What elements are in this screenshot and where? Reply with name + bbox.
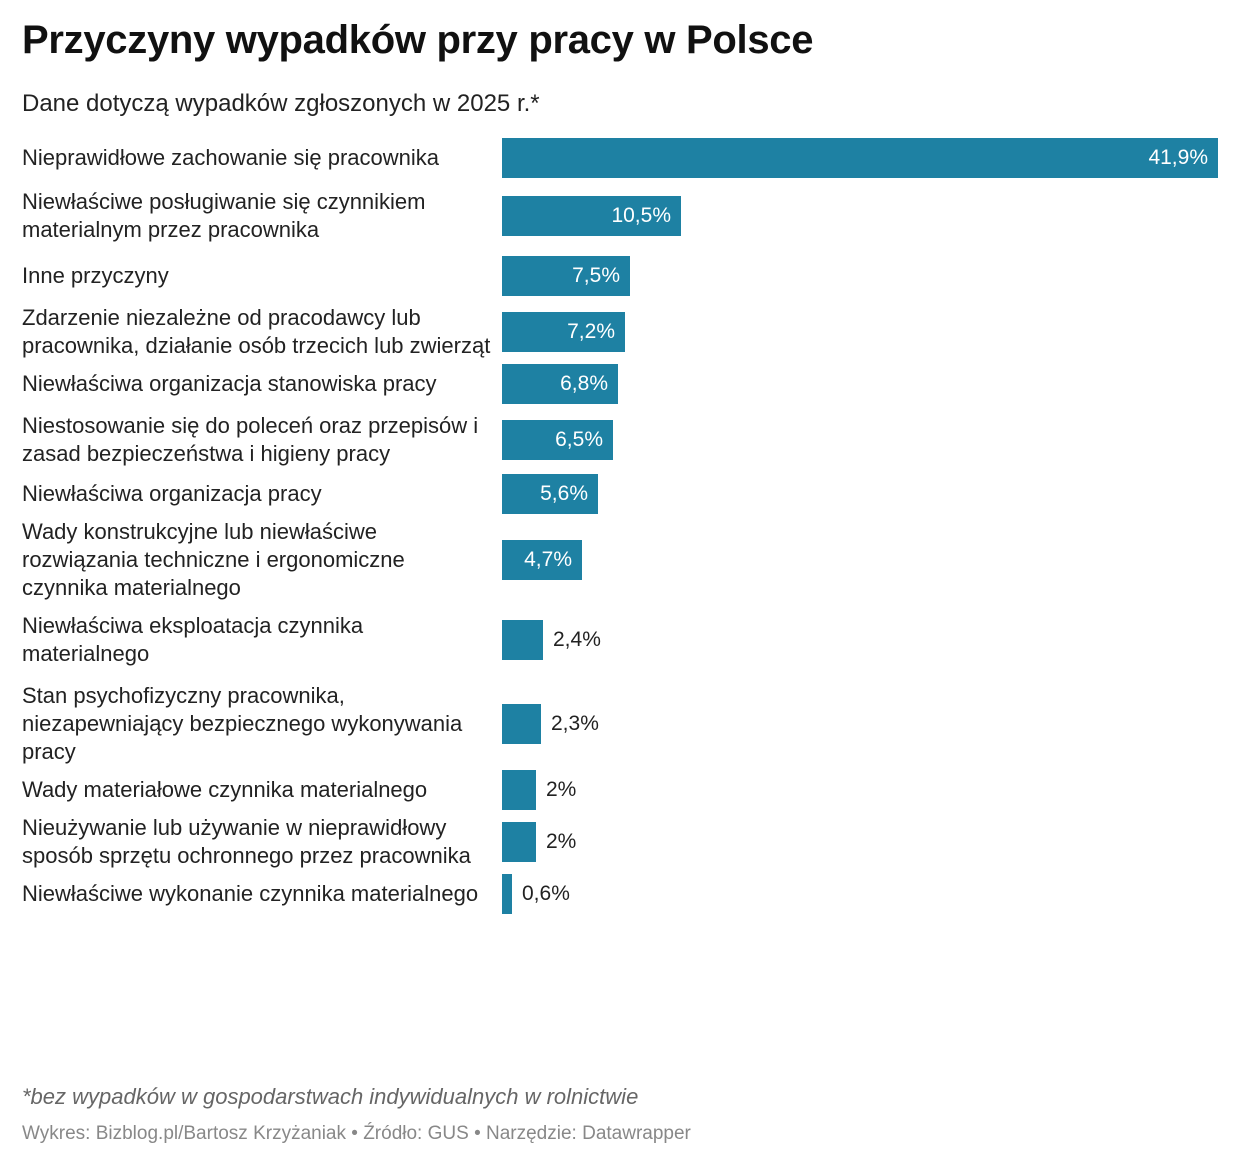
chart-row: Niewłaściwa eksploatacja czynnika materi… [22, 612, 1218, 668]
value-label: 5,6% [540, 482, 588, 505]
bar [502, 770, 536, 810]
category-label: Niewłaściwa organizacja pracy [22, 481, 322, 506]
category-label: Stan psychofizyczny pracownika, niezapew… [22, 683, 463, 764]
bar [502, 620, 543, 660]
bar: 7,5% [502, 256, 630, 296]
bar: 10,5% [502, 196, 681, 236]
bar-track: 2% [502, 814, 1218, 870]
bar-track: 0,6% [502, 874, 1218, 914]
chart-row: Niestosowanie się do poleceń oraz przepi… [22, 412, 1218, 468]
category-label: Niewłaściwa eksploatacja czynnika materi… [22, 613, 364, 666]
category-label: Niewłaściwe wykonanie czynnika materialn… [22, 881, 479, 906]
value-label: 2,3% [551, 712, 599, 735]
chart-row: Nieprawidłowe zachowanie się pracownika 4… [22, 138, 1218, 178]
bar-track: 4,7% [502, 518, 1218, 602]
value-label: 10,5% [611, 204, 671, 227]
bar: 6,8% [502, 364, 618, 404]
chart-row: Nieużywanie lub używanie w nieprawidłowy… [22, 814, 1218, 870]
chart-row: Wady materiałowe czynnika materialnego 2% [22, 770, 1218, 810]
chart-footnote: *bez wypadków w gospodarstwach indywidua… [22, 1084, 639, 1109]
value-label: 7,5% [572, 264, 620, 287]
value-label: 2% [546, 778, 577, 801]
bar-track: 5,6% [502, 474, 1218, 514]
bar: 6,5% [502, 420, 613, 460]
category-label: Nieprawidłowe zachowanie się pracownika [22, 145, 439, 170]
chart-row: Niewłaściwa organizacja stanowiska pracy… [22, 364, 1218, 404]
chart-subtitle: Dane dotyczą wypadków zgłoszonych w 2025… [22, 90, 540, 117]
category-label: Nieużywanie lub używanie w nieprawidłowy… [22, 815, 471, 868]
category-label: Inne przyczyny [22, 263, 169, 288]
value-label: 2% [546, 830, 577, 853]
category-label: Wady materiałowe czynnika materialnego [22, 777, 428, 802]
bar-track: 6,8% [502, 364, 1218, 404]
bar [502, 704, 541, 744]
category-label: Zdarzenie niezależne od pracodawcy lub p… [22, 305, 491, 358]
bar-track: 2% [502, 770, 1218, 810]
chart-row: Inne przyczyny 7,5% [22, 256, 1218, 296]
category-label: Wady konstrukcyjne lub niewłaściwe rozwi… [22, 519, 405, 600]
value-label: 4,7% [524, 548, 572, 571]
bar-track: 2,3% [502, 682, 1218, 766]
value-label: 6,8% [560, 372, 608, 395]
chart-credits: Wykres: Bizblog.pl/Bartosz Krzyżaniak • … [22, 1123, 691, 1144]
bar: 7,2% [502, 312, 625, 352]
bar [502, 874, 512, 914]
bar: 41,9% [502, 138, 1218, 178]
chart-row: Niewłaściwa organizacja pracy 5,6% [22, 474, 1218, 514]
chart-row: Niewłaściwe wykonanie czynnika materialn… [22, 874, 1218, 914]
chart-row: Stan psychofizyczny pracownika, niezapew… [22, 682, 1218, 766]
chart-row: Wady konstrukcyjne lub niewłaściwe rozwi… [22, 518, 1218, 602]
bar-track: 7,5% [502, 256, 1218, 296]
value-label: 0,6% [522, 882, 570, 905]
bar-track: 6,5% [502, 412, 1218, 468]
chart-row: Zdarzenie niezależne od pracodawcy lub p… [22, 304, 1218, 360]
bar: 5,6% [502, 474, 598, 514]
bar-track: 41,9% [502, 138, 1218, 178]
value-label: 6,5% [555, 428, 603, 451]
bar-track: 10,5% [502, 188, 1218, 244]
bar [502, 822, 536, 862]
category-label: Niestosowanie się do poleceń oraz przepi… [22, 413, 479, 466]
bar-chart: Nieprawidłowe zachowanie się pracownika 4… [22, 138, 1218, 914]
bar-track: 7,2% [502, 304, 1218, 360]
value-label: 7,2% [567, 320, 615, 343]
category-label: Niewłaściwa organizacja stanowiska pracy [22, 371, 437, 396]
bar: 4,7% [502, 540, 582, 580]
chart-row: Niewłaściwe posługiwanie się czynnikiem … [22, 188, 1218, 244]
bar-track: 2,4% [502, 612, 1218, 668]
value-label: 2,4% [553, 628, 601, 651]
value-label: 41,9% [1148, 146, 1208, 169]
category-label: Niewłaściwe posługiwanie się czynnikiem … [22, 189, 426, 242]
chart-title: Przyczyny wypadków przy pracy w Polsce [22, 18, 814, 62]
